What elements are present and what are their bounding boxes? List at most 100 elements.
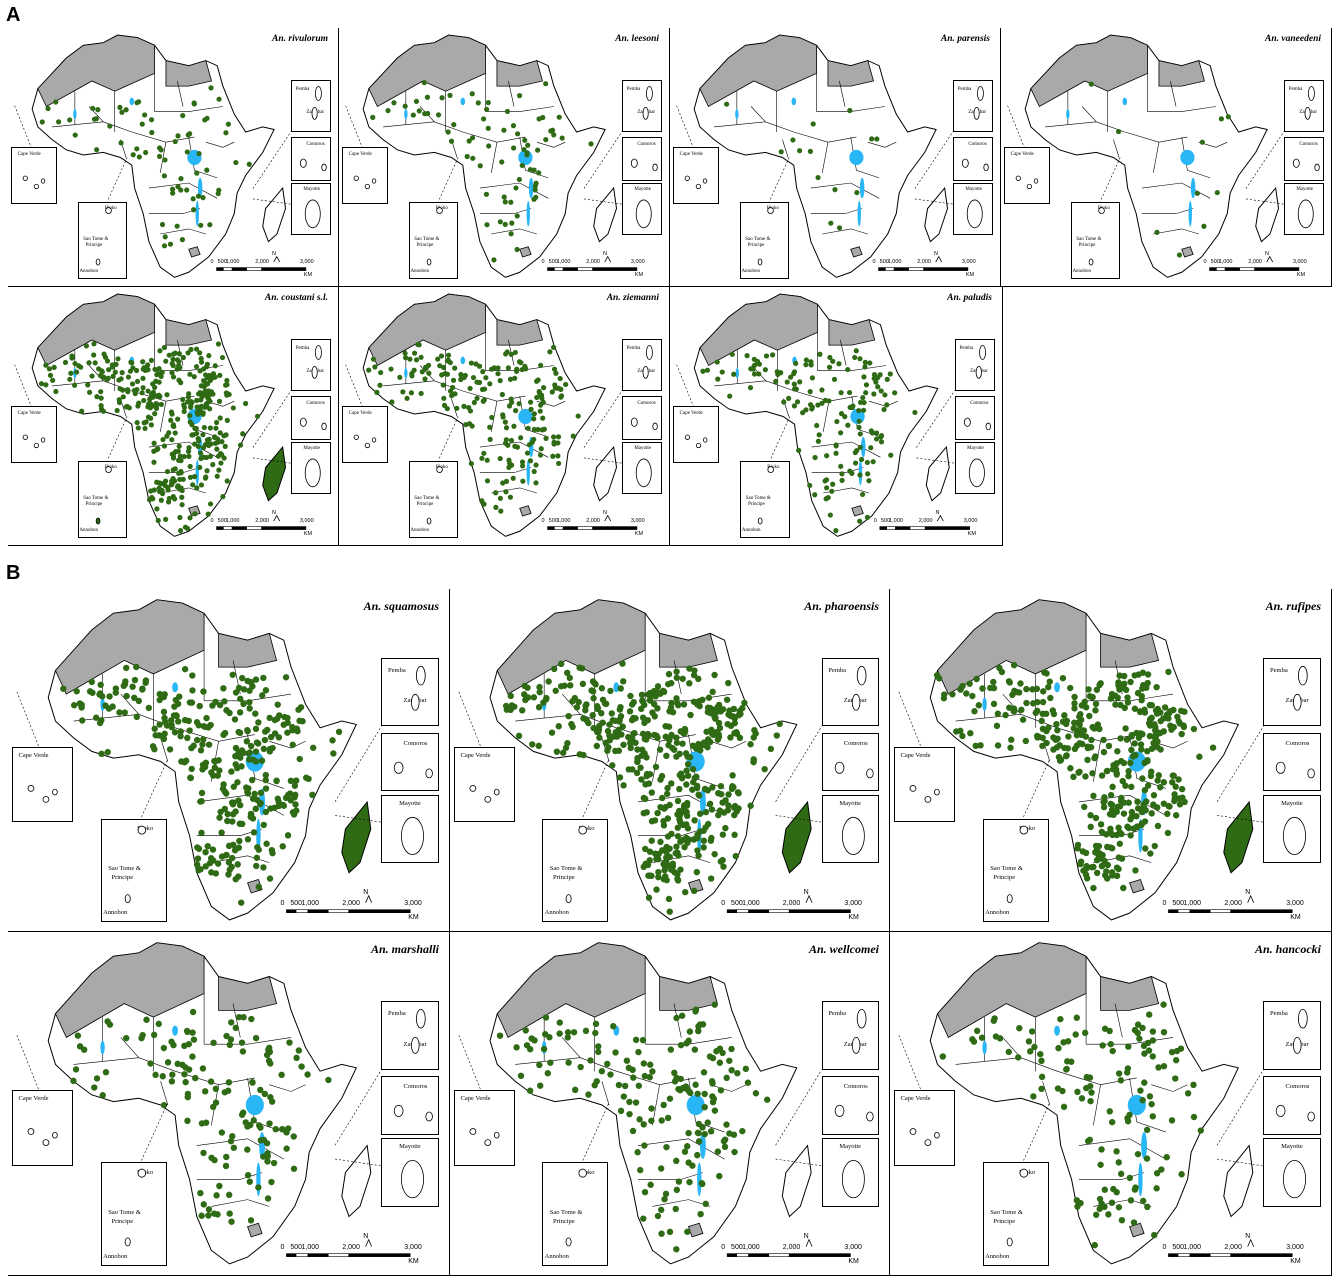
occurrence-point [716,1059,724,1066]
occurrence-point [197,866,204,873]
occurrence-point [673,1157,680,1165]
comoros-label: Comoros [968,141,987,147]
lake [195,459,199,486]
scale-tick-label: 2,000 [917,259,931,266]
occurrence-point [1086,712,1093,720]
occurrence-point [1100,798,1107,806]
inset-cape-verde-label: Cape Verde [900,1095,931,1103]
occurrence-point [1062,752,1070,760]
occurrence-point [503,437,509,443]
occurrence-point [485,125,491,131]
sao-tome-label: Sao Tome & [549,865,583,873]
occurrence-point [849,470,855,476]
occurrence-point [1127,759,1134,767]
occurrence-point [832,187,838,193]
occurrence-point [632,1099,640,1106]
occurrence-point [497,455,503,462]
occurrence-point [254,413,261,419]
inset-cape-verde: Cape Verde [341,147,388,205]
occurrence-point [663,790,671,798]
occurrence-point [175,133,181,139]
island-outline [137,825,146,835]
occurrence-point [723,1121,730,1128]
occurrence-point [714,359,720,365]
occurrence-point [682,888,689,896]
island-outline [635,458,652,488]
species-title: An. hancocki [1254,942,1321,956]
occurrence-point [193,363,200,370]
island-outline [856,665,867,685]
inset-connector [1022,1103,1050,1163]
occurrence-point [720,863,727,870]
occurrence-point [200,736,207,743]
island-outline [933,1132,940,1139]
occurrence-point [204,167,210,173]
occurrence-point [1106,1108,1113,1115]
occurrence-point [99,1092,106,1099]
occurrence-point [185,394,192,400]
occurrence-point [260,745,268,753]
occurrence-point [172,138,178,145]
occurrence-point [588,141,594,147]
occurrence-point [60,685,67,692]
occurrence-point [668,830,675,838]
occurrence-point [255,719,262,726]
occurrence-point [243,738,251,745]
occurrence-point [1047,694,1054,702]
occurrence-point [1113,1148,1120,1155]
occurrence-point [378,369,384,376]
lake [1054,682,1060,693]
inset-mayotte: Mayotte [291,183,331,236]
occurrence-point [519,459,526,465]
occurrence-point [329,737,336,744]
island-outline [1292,158,1300,168]
occurrence-point [210,1103,217,1111]
principe-label: Principe [85,243,103,249]
occurrence-point [1146,701,1154,709]
occurrence-point [127,368,134,374]
occurrence-point [145,367,151,373]
occurrence-point [1015,1054,1022,1061]
occurrence-point [101,351,107,357]
occurrence-point [263,840,270,847]
occurrence-point [638,776,645,783]
occurrence-point [191,207,197,213]
scale-bar [547,526,638,530]
occurrence-point [628,701,636,708]
occurrence-point [1073,732,1081,739]
country-border [821,142,829,173]
occurrence-point [180,354,187,361]
occurrence-point [206,436,212,442]
occurrence-point [1151,1231,1158,1239]
occurrence-point [673,1074,680,1082]
lake [1122,97,1128,106]
occurrence-point [1160,728,1167,735]
inset-cape-verde-label: Cape Verde [17,411,41,417]
occurrence-point [418,390,424,397]
occurrence-point [149,494,155,501]
occurrence-point [695,1129,702,1137]
island-outline [311,365,318,379]
occurrence-point [165,487,171,493]
occurrence-point [1147,850,1154,857]
madagascar [593,186,618,243]
occurrence-point [109,364,116,370]
occurrence-point [159,369,165,375]
sao-tome-label: Sao Tome & [108,865,141,873]
occurrence-point [556,1019,563,1026]
occurrence-point [179,237,185,243]
occurrence-point [503,478,510,484]
occurrence-point [212,1085,220,1093]
island-outline [411,1036,421,1054]
occurrence-point [407,356,413,362]
occurrence-point [260,864,267,871]
occurrence-point [854,189,860,196]
annobon-label: Annobon [741,269,761,275]
occurrence-point [1010,661,1018,669]
north-arrow: N [1245,1232,1251,1240]
occurrence-point [200,195,206,201]
occurrence-point [555,723,562,730]
occurrence-point [691,774,698,782]
country-border [850,137,880,179]
occurrence-point [677,728,684,735]
